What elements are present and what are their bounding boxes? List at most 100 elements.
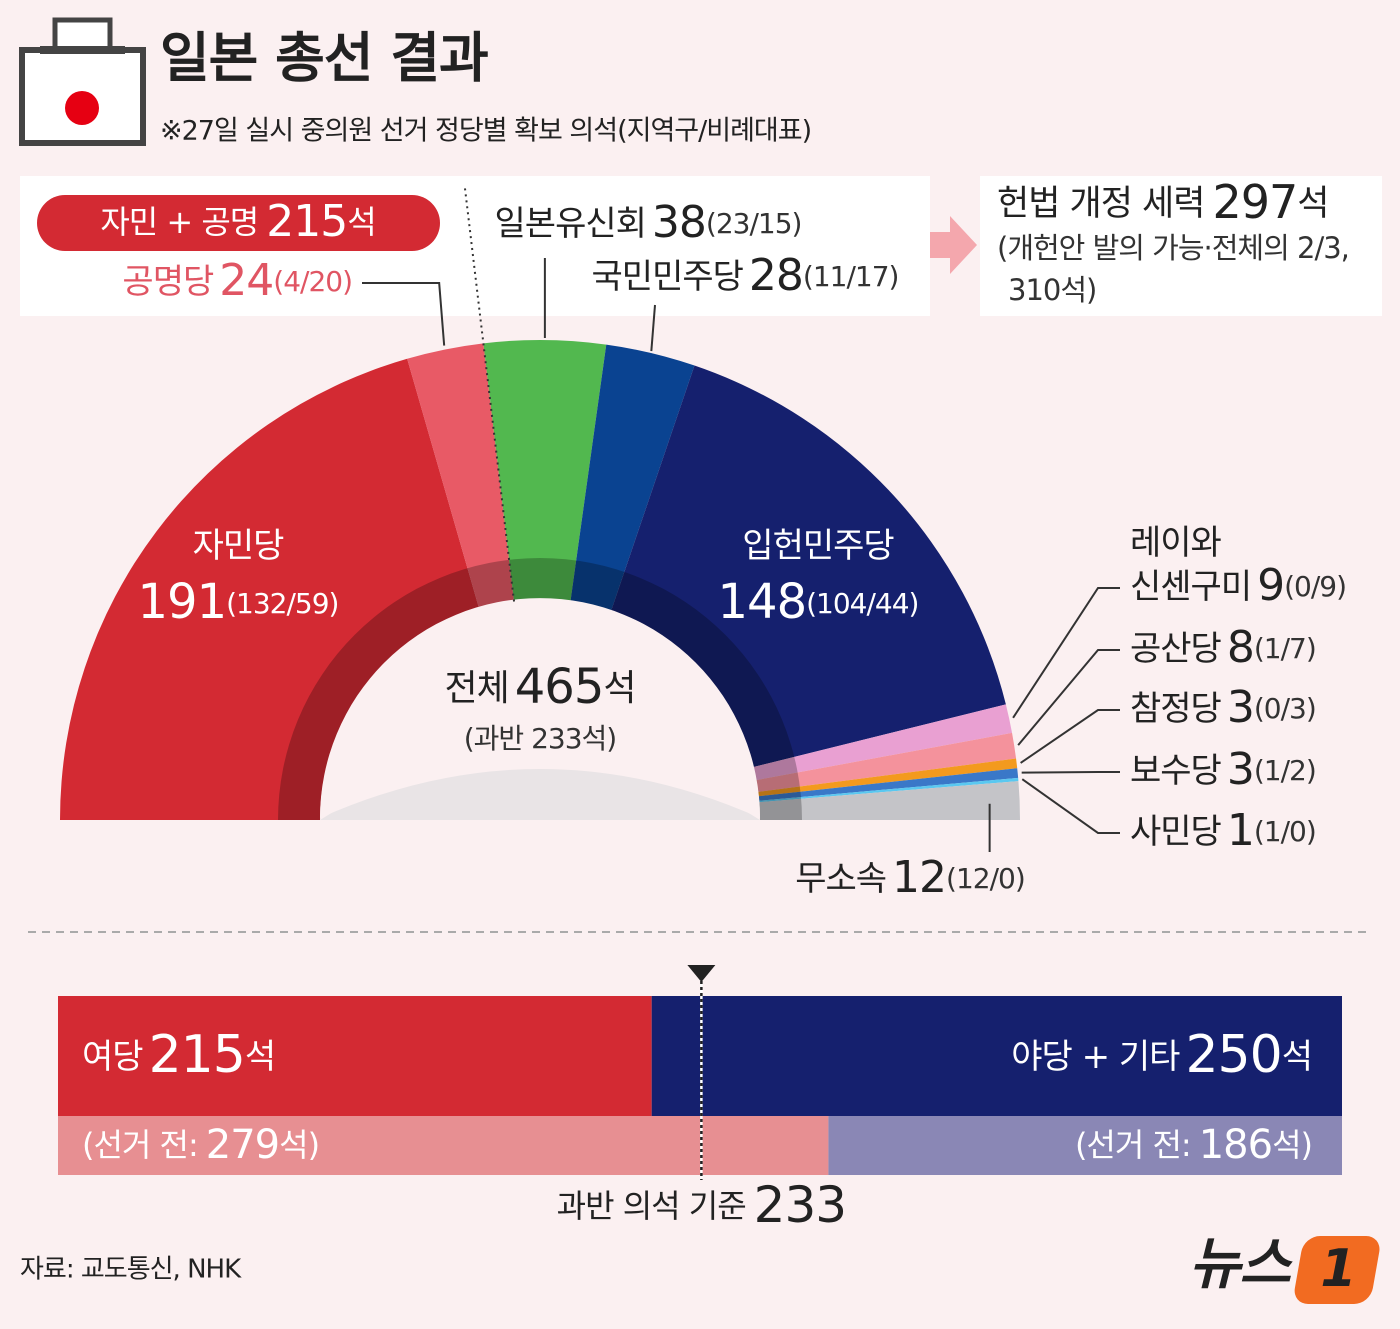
party-name-part: 자민당 [193,526,285,566]
party-label-part: (1/2) [1254,754,1316,787]
seat-wedge [60,358,480,820]
party-label-part: 국민민주당 [592,257,744,297]
party-label-part: 무소속 [795,859,886,899]
party-value-part: (132/59) [226,587,338,620]
party-name: 입헌민주당 [742,526,894,566]
inner-ring [278,558,802,820]
party-label-part: 3 [1227,682,1254,733]
threshold-label-part: 과반 의석 기준 [557,1187,746,1225]
seat-wedge [407,343,515,609]
majority-note-part: (과반 233석) [464,722,616,755]
bar-label-part: 석 [245,1037,275,1077]
party-label: 참정당 3(0/3) [1130,682,1316,733]
majority-note: (과반 233석) [464,722,616,755]
subtitle: ※27일 실시 중의원 선거 정당별 확보 의석(지역구/비례대표) [160,116,811,147]
party-label: 국민민주당 28(11/17) [592,250,899,301]
party-label-part: (11/17) [803,260,899,293]
total-label: 전체 465석 [445,659,636,715]
before-label-part: 석) [279,1126,319,1164]
leader-line [1021,778,1120,834]
before-label-part: 석) [1272,1126,1312,1164]
hole-top [320,598,760,818]
total-label-part: 465 [515,659,604,715]
seat-wedge [756,732,1017,792]
title: 일본 총선 결과 [160,27,488,90]
party-label-part: (0/9) [1284,570,1346,603]
party-label-part: 참정당 [1130,689,1222,729]
party-name: 자민당 [193,526,285,566]
seat-wedge [758,768,1019,801]
party-value-part: (104/44) [806,587,918,620]
before-label: (선거 전: 279석) [82,1122,319,1168]
party-value: 148(104/44) [718,574,919,630]
party-name: 레이와 [1130,523,1222,563]
arrow [930,216,977,274]
coalition-box [37,195,440,251]
bar-label-part: 여당 [82,1037,143,1077]
bar-segment [58,1116,829,1175]
reform-label-part: 헌법 개정 세력 [997,184,1204,224]
party-label: 신센구미 9(0/9) [1130,560,1346,611]
threshold-label-part: 233 [754,1176,846,1234]
coalition-label: 자민 + 공명 215석 [100,196,375,247]
seat-wedge [753,704,1013,781]
reform-panel [980,176,1382,316]
leader-line [1012,587,1120,719]
party-label: 사민당 1(1/0) [1130,805,1316,856]
seat-wedge [759,777,1019,803]
reform-label: 헌법 개정 세력 297석 [997,175,1328,229]
bar-label-part: 215 [149,1025,245,1085]
ballot-icon [19,17,146,146]
bar-label: 여당 215석 [82,1025,275,1085]
party-label-part: (4/20) [273,265,352,298]
reform-note: 310석) [1008,273,1096,307]
party-label-part: 공명당 [122,262,214,302]
leader-line [650,304,656,352]
bar-segment [828,1116,1342,1175]
party-label: 보수당 3(1/2) [1130,744,1316,795]
total-label-part: 전체 [445,668,509,709]
party-name-part: 입헌민주당 [742,526,894,566]
party-label-part: 28 [749,250,803,301]
logo: 뉴스 [1189,1232,1294,1297]
reform-label-part: 297 [1212,175,1297,229]
party-label-part: (23/15) [706,207,802,240]
party-label-part: 일본유신회 [495,204,646,244]
bar-label-part: 야당 + 기타 [1011,1037,1180,1077]
logo-mark: 1 [1320,1239,1355,1299]
source: 자료: 교도통신, NHK [20,1255,242,1285]
party-label-part: (0/3) [1254,692,1316,725]
leader-line [1021,771,1120,774]
threshold-label: 과반 의석 기준 233 [557,1176,846,1234]
before-label-part: (선거 전: [82,1126,198,1164]
bar-label: 야당 + 기타 250석 [1011,1025,1312,1085]
bar-segment [58,996,652,1116]
party-value-part: 148 [718,574,807,630]
party-label-part: 1 [1227,805,1254,856]
party-label-part: 사민당 [1130,812,1222,852]
party-label: 무소속 12(12/0) [795,852,1025,903]
coalition-label-part: 자민 + 공명 [100,203,258,241]
party-label-part: 3 [1227,744,1254,795]
party-label-part: 12 [892,852,946,903]
before-label-part: 279 [206,1122,279,1168]
party-label-part: (12/0) [946,862,1025,895]
leader-line [1017,649,1120,746]
party-label-part: 38 [652,197,706,248]
party-label: 일본유신회 38(23/15) [495,197,802,248]
reform-note-part: 310석) [1008,273,1096,307]
seat-wedge [759,781,1020,820]
party-label-part: 신센구미 [1130,567,1251,607]
coalition-label-part: 215 [266,196,347,247]
bar-label-part: 석 [1282,1037,1312,1077]
before-label-part: 186 [1199,1122,1272,1168]
party-label-part: 9 [1257,560,1284,611]
party-label-part: 24 [219,255,273,306]
before-label: (선거 전: 186석) [1075,1122,1312,1168]
leader-line [362,282,446,346]
before-label-part: (선거 전: [1075,1126,1191,1164]
seat-wedge [483,340,607,603]
seat-wedge [758,758,1018,797]
